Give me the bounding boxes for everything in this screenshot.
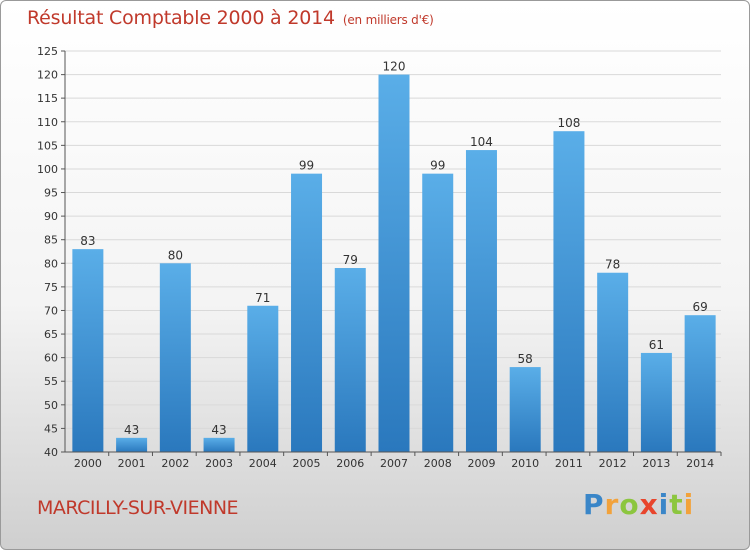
- bar: [203, 437, 235, 452]
- y-tick-label: 110: [37, 116, 58, 129]
- y-tick-label: 40: [44, 446, 58, 459]
- bar: [465, 150, 497, 452]
- x-tick-label: 2010: [511, 457, 539, 470]
- bar: [684, 315, 716, 452]
- data-label: 78: [605, 258, 620, 272]
- data-label: 43: [124, 423, 139, 437]
- data-label: 71: [255, 291, 270, 305]
- data-label: 58: [518, 352, 533, 366]
- y-tick-label: 115: [37, 92, 58, 105]
- x-tick-label: 2013: [642, 457, 670, 470]
- data-label: 108: [557, 116, 580, 130]
- bar: [247, 305, 279, 452]
- bar: [72, 249, 104, 452]
- data-label: 104: [470, 135, 493, 149]
- y-tick-label: 60: [44, 352, 58, 365]
- axis-layer: 40 45 50 55 60 65 70 75 80 85 90 95 100 105 110 115 120 1…: [37, 45, 722, 470]
- y-tick-label: 90: [44, 210, 58, 223]
- y-tick-label: 85: [44, 234, 58, 247]
- location-name: MARCILLY-SUR-VIENNE: [37, 497, 239, 519]
- x-tick-label: 2011: [555, 457, 583, 470]
- data-label: 99: [299, 159, 314, 173]
- y-tick-label: 65: [44, 328, 58, 341]
- y-tick-label: 55: [44, 375, 58, 388]
- data-label: 69: [692, 300, 707, 314]
- y-tick-label: 100: [37, 163, 58, 176]
- bars-layer: [72, 74, 716, 453]
- x-tick-label: 2012: [599, 457, 627, 470]
- x-tick-label: 2002: [161, 457, 189, 470]
- x-tick-label: 2001: [118, 457, 146, 470]
- logo-letter: P: [583, 488, 605, 521]
- bar: [291, 173, 323, 453]
- y-tick-label: 105: [37, 139, 58, 152]
- bar: [116, 437, 148, 452]
- chart-title-text: Résultat Comptable 2000 à 2014: [27, 7, 335, 29]
- logo-letter: x: [639, 488, 659, 521]
- bar: [509, 367, 541, 452]
- labels-layer: 83 43 80 43 71 99 79 120 99 104 58 108 78 61 69: [80, 60, 708, 437]
- x-tick-label: 2000: [74, 457, 102, 470]
- bar: [422, 173, 454, 453]
- logo-letter: r: [604, 488, 620, 521]
- chart-title: Résultat Comptable 2000 à 2014 (en millie…: [27, 7, 434, 29]
- bar: [159, 263, 191, 452]
- y-tick-label: 125: [37, 45, 58, 58]
- bar: [553, 131, 585, 452]
- x-tick-label: 2004: [249, 457, 277, 470]
- y-tick-label: 120: [37, 69, 58, 82]
- y-tick-label: 75: [44, 281, 58, 294]
- bar: [597, 272, 629, 452]
- data-label: 83: [80, 234, 95, 248]
- data-label: 80: [168, 248, 183, 262]
- bar: [334, 268, 366, 452]
- data-label: 61: [649, 338, 664, 352]
- y-tick-label: 70: [44, 304, 58, 317]
- logo-letter: i: [683, 488, 695, 521]
- x-tick-label: 2014: [686, 457, 714, 470]
- x-tick-label: 2008: [424, 457, 452, 470]
- logo-letter: i: [658, 488, 670, 521]
- x-tick-label: 2006: [336, 457, 364, 470]
- data-label: 99: [430, 159, 445, 173]
- logo-letter: o: [619, 488, 640, 521]
- y-tick-label: 95: [44, 187, 58, 200]
- data-label: 79: [343, 253, 358, 267]
- data-label: 120: [383, 60, 406, 74]
- y-tick-label: 50: [44, 399, 58, 412]
- y-tick-label: 80: [44, 257, 58, 270]
- bar: [378, 74, 410, 453]
- y-tick-label: 45: [44, 422, 58, 435]
- x-tick-label: 2007: [380, 457, 408, 470]
- x-tick-label: 2009: [467, 457, 495, 470]
- data-label: 43: [211, 423, 226, 437]
- x-tick-label: 2005: [293, 457, 321, 470]
- proxiti-logo: Proxiti: [583, 488, 694, 521]
- chart-subtitle: (en milliers d'€): [342, 13, 434, 27]
- bar: [640, 352, 672, 452]
- logo-letter: t: [669, 488, 684, 521]
- x-tick-label: 2003: [205, 457, 233, 470]
